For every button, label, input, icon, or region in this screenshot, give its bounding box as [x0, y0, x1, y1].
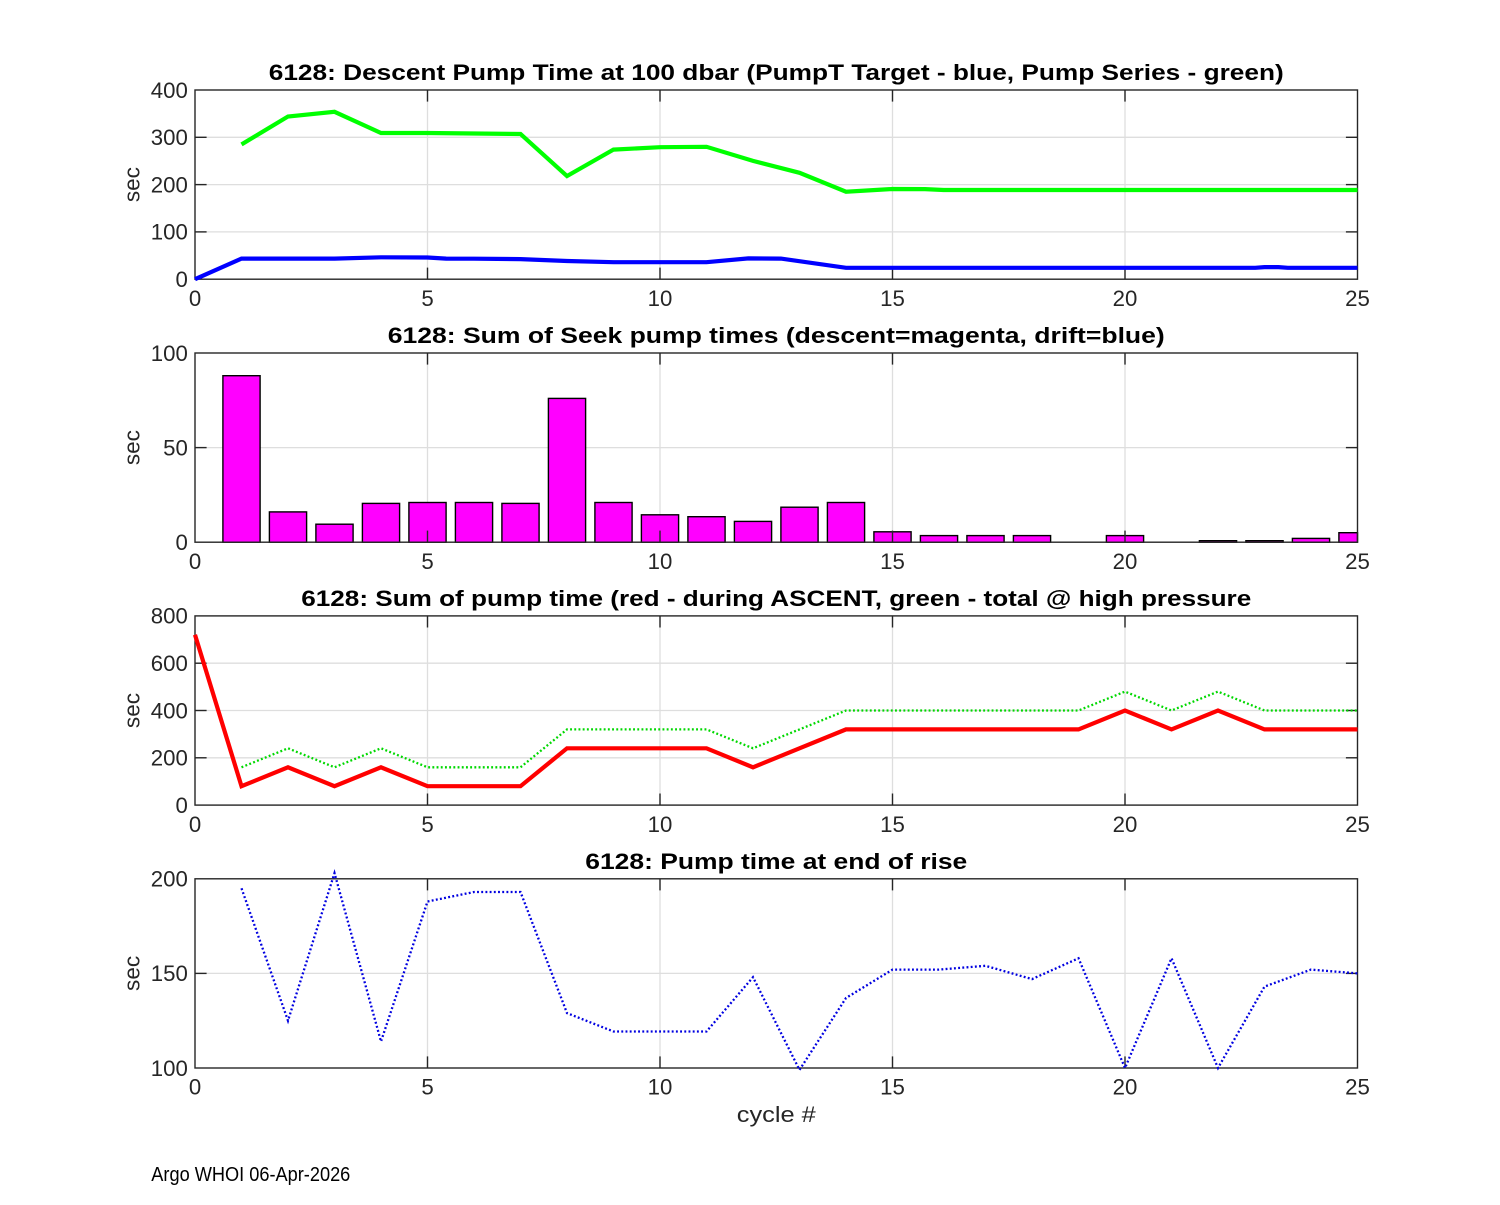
svg-text:300: 300 [151, 125, 188, 150]
svg-text:0: 0 [189, 549, 201, 574]
svg-text:0: 0 [175, 793, 187, 818]
svg-text:100: 100 [151, 220, 188, 245]
svg-text:200: 200 [151, 746, 188, 771]
svg-text:0: 0 [175, 267, 187, 292]
svg-text:15: 15 [880, 812, 905, 837]
svg-text:15: 15 [880, 549, 905, 574]
svg-text:0: 0 [175, 530, 187, 555]
svg-text:15: 15 [880, 286, 905, 311]
svg-text:20: 20 [1113, 1075, 1138, 1100]
svg-text:0: 0 [189, 286, 201, 311]
svg-text:800: 800 [151, 604, 188, 629]
svg-text:150: 150 [151, 961, 188, 986]
svg-text:sec: sec [119, 693, 144, 728]
svg-text:400: 400 [151, 698, 188, 723]
svg-text:Argo WHOI 06-Apr-2026: Argo WHOI 06-Apr-2026 [151, 1164, 350, 1186]
svg-text:6128: Pump time at end of rise: 6128: Pump time at end of rise [585, 849, 967, 874]
svg-text:200: 200 [151, 867, 188, 892]
svg-text:10: 10 [648, 812, 673, 837]
svg-text:5: 5 [421, 1075, 433, 1100]
svg-text:20: 20 [1113, 812, 1138, 837]
svg-text:25: 25 [1345, 1075, 1370, 1100]
svg-text:sec: sec [119, 956, 144, 991]
svg-text:20: 20 [1113, 549, 1138, 574]
svg-text:10: 10 [648, 1075, 673, 1100]
svg-text:sec: sec [119, 167, 144, 202]
svg-text:6128: Descent Pump Time at 100: 6128: Descent Pump Time at 100 dbar (Pum… [269, 60, 1284, 85]
svg-text:25: 25 [1345, 549, 1370, 574]
svg-text:cycle #: cycle # [737, 1102, 816, 1127]
svg-text:0: 0 [189, 812, 201, 837]
svg-text:20: 20 [1113, 286, 1138, 311]
svg-text:50: 50 [163, 435, 188, 460]
svg-text:5: 5 [421, 549, 433, 574]
svg-text:200: 200 [151, 172, 188, 197]
svg-text:15: 15 [880, 1075, 905, 1100]
svg-text:0: 0 [189, 1075, 201, 1100]
svg-text:6128: Sum of pump time (red -: 6128: Sum of pump time (red - during ASC… [301, 586, 1251, 611]
svg-text:5: 5 [421, 812, 433, 837]
svg-text:sec: sec [119, 430, 144, 465]
svg-text:25: 25 [1345, 286, 1370, 311]
svg-text:10: 10 [648, 286, 673, 311]
svg-text:100: 100 [151, 341, 188, 366]
svg-text:6128: Sum of Seek pump times (: 6128: Sum of Seek pump times (descent=ma… [388, 323, 1165, 348]
svg-text:600: 600 [151, 651, 188, 676]
svg-text:400: 400 [151, 78, 188, 103]
svg-text:5: 5 [421, 286, 433, 311]
svg-text:10: 10 [648, 549, 673, 574]
svg-text:25: 25 [1345, 812, 1370, 837]
svg-text:100: 100 [151, 1056, 188, 1081]
